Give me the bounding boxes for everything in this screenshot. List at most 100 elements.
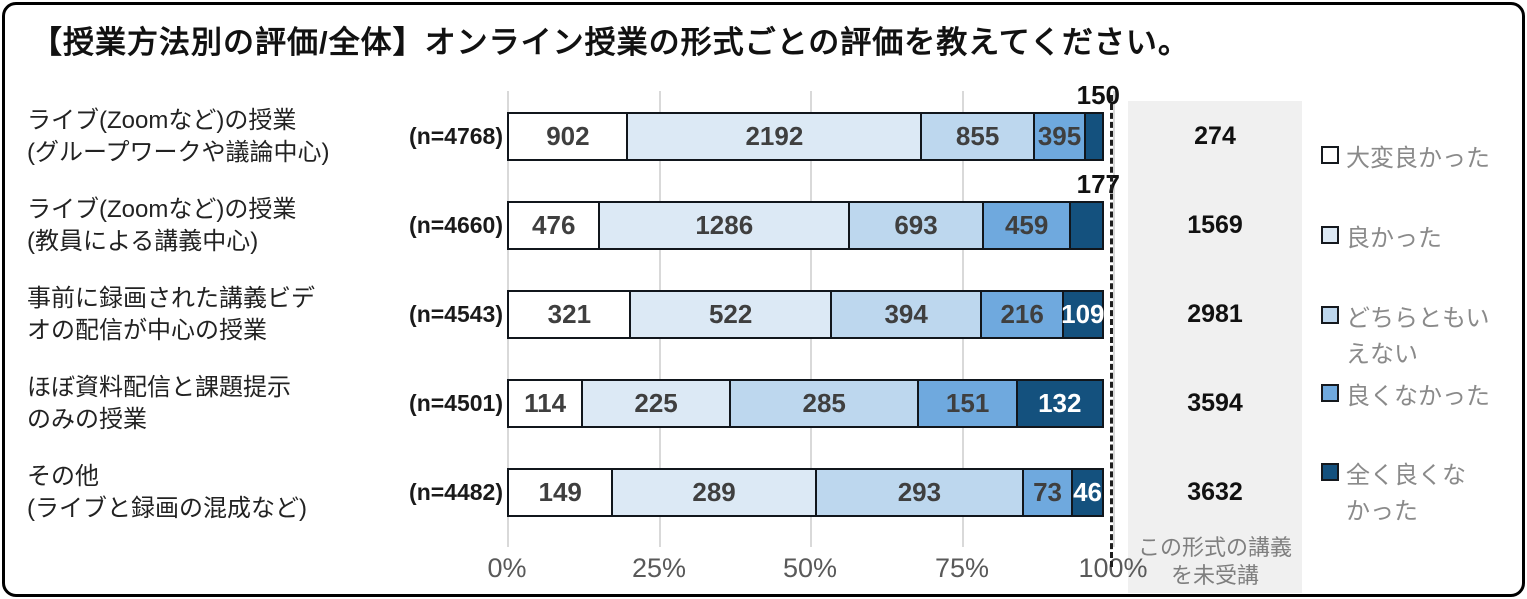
legend-label: 全く良くな かった [1346,462,1466,525]
bar-value-label: 394 [884,299,928,329]
bar-track: 902 2192 855 395 150 [507,80,1120,161]
bar-segment: 149 [507,468,614,517]
bar-value-callout: 150 [1076,80,1120,110]
bar-value-label: 46 [1073,477,1103,507]
legend-swatch-not-good [1321,384,1339,402]
bar-segment: 394 [829,290,983,339]
bar-segment: 395 [1032,112,1087,161]
row-label: ライブ(Zoomなど)の授業 (グループワークや議論中心) [27,107,330,166]
bar-value-label: 285 [802,388,846,418]
not-attended-value: 2981 [1187,300,1243,328]
bar-segment: 225 [580,379,732,428]
bar-value-label: 1286 [695,210,754,240]
legend-swatch-very-good [1321,146,1339,164]
bar-value-label: 476 [532,210,576,240]
chart-row: ほぼ資料配信と課題提示 のみの授業 (n=4501) 114 225 285 151 1… [5,366,1522,441]
chart-row: ライブ(Zoomなど)の授業 (グループワークや議論中心) (n=4768) 9… [5,80,1522,174]
x-axis-tick: 50% [782,553,838,583]
bar-value-label: 151 [945,388,990,418]
bar-track: 149 289 293 73 46 [507,468,1114,517]
bar-value-label: 132 [1038,388,1082,418]
not-attended-column: この形式の講義 を未受講 [1128,101,1302,593]
bar-segment: 151 [917,379,1019,428]
bar-value-label: 902 [546,121,590,151]
bar-track: 321 522 394 216 109 [507,290,1114,339]
not-attended-value: 3632 [1187,478,1243,506]
legend-item: 全く良くな かった [1321,458,1466,530]
bar-track: 114 225 285 151 132 [507,379,1114,428]
bar-value-label: 109 [1061,299,1105,329]
chart-title: 【授業方法別の評価/全体】オンライン授業の形式ごとの評価を教えてください。 [31,25,1190,60]
bar-segment: 132 [1015,379,1104,428]
bar-value-label: 459 [1004,210,1049,240]
row-label: その他 (ライブと録画の混成など) [27,463,307,522]
bar-value-label: 289 [692,477,736,507]
bar-segment: 693 [848,201,985,250]
bar-value-label: 321 [547,299,592,329]
bar-segment: 1286 [597,201,851,250]
bar-value-label: 225 [634,388,678,418]
bar-value-label: 114 [524,388,567,418]
bar-segment: 855 [919,112,1036,161]
bar-segment: 73 [1021,468,1074,517]
bar-track: 476 1286 693 459 177 [507,169,1120,250]
bar-value-label: 522 [708,299,753,329]
x-axis-tick: 100% [1078,553,1148,583]
bar-segment: 476 [507,201,601,250]
bar-segment: 289 [610,468,818,517]
legend-label: 良くなかった [1346,383,1490,410]
legend-label: どちらともい えない [1346,305,1490,368]
bar-segment: 459 [981,201,1072,250]
bar-segment: 46 [1071,468,1104,517]
x-axis-tick: 0% [487,553,527,583]
row-label: ライブ(Zoomなど)の授業 (教員による講義中心) [27,196,297,255]
bar-segment [1069,201,1104,250]
row-n-label: (n=4482) [409,479,503,505]
bar-segment: 109 [1061,290,1105,339]
chart-row: ライブ(Zoomなど)の授業 (教員による講義中心) (n=4660) 476 1… [5,169,1522,263]
legend-item: どちらともい えない [1321,301,1490,373]
bar-segment: 285 [728,379,920,428]
row-label: ほぼ資料配信と課題提示 のみの授業 [27,374,291,433]
bar-segment [1083,112,1104,161]
bar-segment: 522 [629,290,833,339]
row-n-label: (n=4543) [409,301,503,327]
bar-value-label: 693 [894,210,938,240]
bar-value-label: 395 [1037,121,1082,151]
legend-swatch-good [1321,226,1339,244]
dashed-separator-line [1110,95,1113,567]
not-attended-value: 1569 [1187,211,1243,239]
bar-segment: 2192 [626,112,923,161]
bar-value-callout: 177 [1076,169,1120,199]
bar-value-label: 293 [897,477,942,507]
legend-label: 良かった [1346,225,1442,252]
row-n-label: (n=4768) [409,123,503,149]
bar-value-label: 149 [538,477,582,507]
legend-item: 良くなかった [1321,379,1490,415]
x-axis-tick: 25% [631,553,687,583]
chart-row: 事前に録画された講義ビデ オの配信が中心の授業 (n=4543) 321 522 3… [5,277,1522,352]
bar-value-label: 855 [955,121,1000,151]
bar-value-label: 2192 [745,121,804,151]
not-attended-value: 3594 [1187,389,1243,417]
bar-segment: 321 [507,290,632,339]
x-axis-tick: 75% [934,553,990,583]
legend-swatch-neutral [1321,306,1339,324]
row-label: 事前に録画された講義ビデ オの配信が中心の授業 [27,285,315,344]
gridline-100 [1113,91,1115,547]
bar-value-label: 216 [1000,299,1044,329]
row-n-label: (n=4660) [409,212,503,238]
bar-value-label: 73 [1033,477,1063,507]
legend-swatch-not-good-at-all [1321,463,1339,481]
legend-item: 良かった [1321,221,1442,257]
not-attended-column-label: この形式の講義 を未受講 [1137,534,1292,589]
not-attended-value: 274 [1194,122,1236,150]
bar-segment: 216 [980,290,1065,339]
legend-item: 大変良かった [1321,141,1490,177]
bar-segment: 114 [507,379,584,428]
bar-segment: 902 [507,112,629,161]
legend-label: 大変良かった [1346,145,1490,172]
chart-row: その他 (ライブと録画の混成など) (n=4482) 149 289 293 73 46… [5,455,1522,530]
row-n-label: (n=4501) [409,390,503,416]
